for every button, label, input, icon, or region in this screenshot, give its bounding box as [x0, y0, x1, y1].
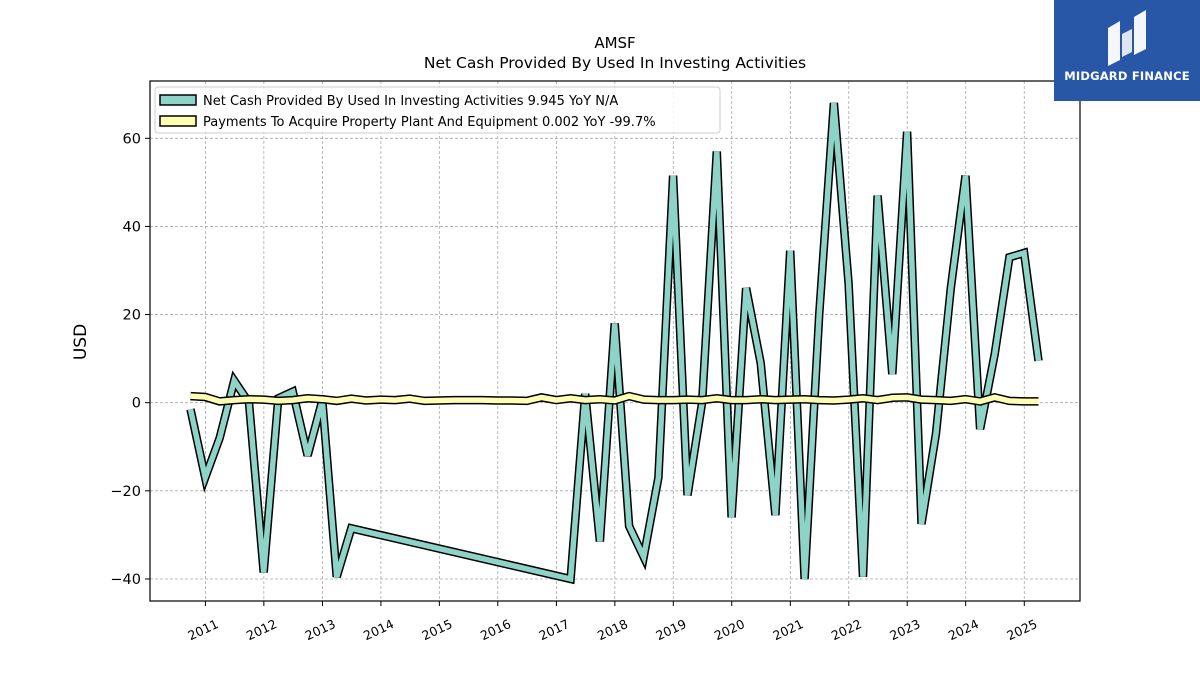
legend-label: Net Cash Provided By Used In Investing A… — [203, 94, 618, 109]
legend-swatch — [159, 115, 197, 127]
x-tick-label: 2022 — [829, 616, 864, 643]
legend-swatch — [159, 94, 197, 106]
series-layer — [186, 102, 1043, 585]
x-ticks: 2011 2012 2013 2014 2015 2016 2017 2018 2019 2020… — [185, 601, 1040, 643]
x-tick-label: 2012 — [244, 616, 279, 643]
legend-box — [154, 86, 721, 134]
x-tick-label: 2025 — [1004, 616, 1039, 643]
y-axis-label: USD — [71, 324, 91, 360]
series-2 — [190, 391, 1039, 406]
x-tick-label: 2020 — [712, 616, 747, 643]
y-tick-label: 40 — [123, 219, 141, 235]
x-tick-label: 2019 — [653, 616, 688, 643]
x-tick-label: 2021 — [770, 616, 805, 643]
x-tick-label: 2016 — [478, 616, 513, 643]
legend-label: Payments To Acquire Property Plant And E… — [203, 115, 656, 130]
series-1 — [186, 102, 1043, 585]
legend: Net Cash Provided By Used In Investing A… — [154, 86, 721, 134]
x-tick-label: 2013 — [303, 616, 338, 643]
y-tick-label: 60 — [123, 131, 141, 147]
x-tick-label: 2011 — [185, 616, 220, 643]
chart-title: AMSF — [594, 34, 635, 52]
y-ticks: −40 −20 0 20 40 60 — [110, 131, 150, 588]
series-2-line — [190, 393, 1039, 405]
midgard-logo-icon — [1108, 10, 1146, 66]
x-tick-label: 2015 — [419, 616, 454, 643]
x-tick-label: 2023 — [887, 616, 922, 643]
y-tick-label: −20 — [110, 484, 141, 500]
logo-text: MIDGARD FINANCE — [1064, 69, 1190, 83]
x-tick-label: 2024 — [946, 616, 981, 643]
chart-subtitle: Net Cash Provided By Used In Investing A… — [424, 54, 806, 72]
y-tick-label: −40 — [110, 572, 141, 588]
y-tick-label: 20 — [123, 308, 141, 324]
logo: MIDGARD FINANCE — [1054, 0, 1200, 101]
x-tick-label: 2014 — [361, 616, 396, 643]
y-tick-label: 0 — [132, 396, 141, 412]
x-tick-label: 2018 — [595, 616, 630, 643]
x-tick-label: 2017 — [536, 616, 571, 643]
series-1-line — [187, 102, 1042, 583]
